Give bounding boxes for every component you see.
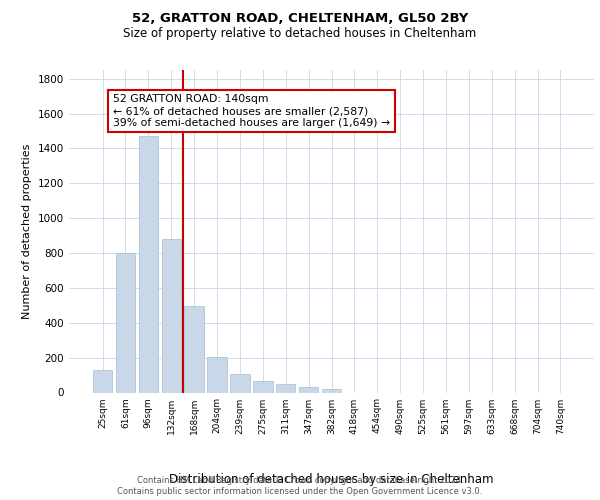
Text: 52 GRATTON ROAD: 140sqm
← 61% of detached houses are smaller (2,587)
39% of semi: 52 GRATTON ROAD: 140sqm ← 61% of detache… <box>113 94 390 128</box>
Text: Contains HM Land Registry data © Crown copyright and database right 2024.: Contains HM Land Registry data © Crown c… <box>137 476 463 485</box>
Y-axis label: Number of detached properties: Number of detached properties <box>22 144 32 319</box>
Text: 52, GRATTON ROAD, CHELTENHAM, GL50 2BY: 52, GRATTON ROAD, CHELTENHAM, GL50 2BY <box>132 12 468 26</box>
Bar <box>184 306 204 392</box>
Bar <box>139 136 158 392</box>
Text: Size of property relative to detached houses in Cheltenham: Size of property relative to detached ho… <box>124 28 476 40</box>
Bar <box>93 370 112 392</box>
Bar <box>208 357 227 392</box>
Bar <box>161 239 181 392</box>
Text: Contains public sector information licensed under the Open Government Licence v3: Contains public sector information licen… <box>118 488 482 496</box>
Bar <box>230 374 250 392</box>
X-axis label: Distribution of detached houses by size in Cheltenham: Distribution of detached houses by size … <box>169 472 494 486</box>
Bar <box>322 388 341 392</box>
Bar <box>299 387 319 392</box>
Bar <box>253 380 272 392</box>
Bar <box>276 384 295 392</box>
Bar <box>116 253 135 392</box>
